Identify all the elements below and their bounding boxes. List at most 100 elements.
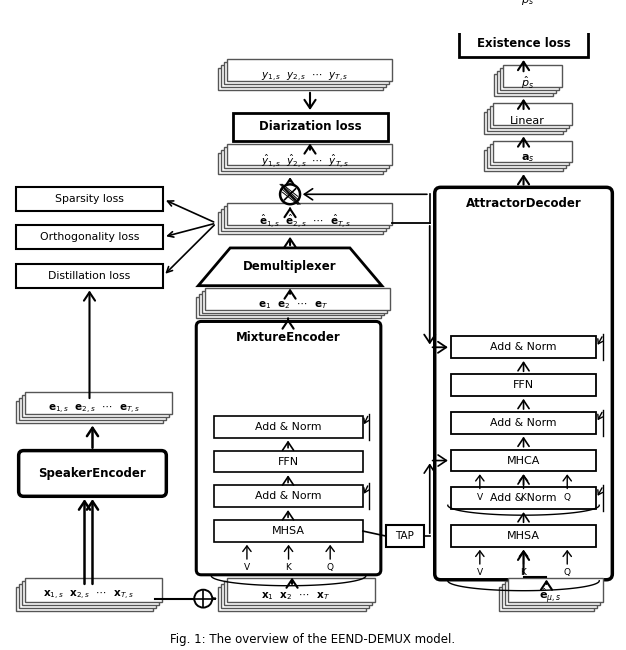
Text: MHCA: MHCA (507, 456, 540, 465)
Bar (227, 203, 392, 225)
Text: K: K (285, 564, 292, 573)
Bar (24, 392, 172, 414)
Text: Fig. 1: The overview of the EEND-DEMUX model.: Fig. 1: The overview of the EEND-DEMUX m… (170, 633, 456, 646)
Text: $\hat{p}_{s}$: $\hat{p}_{s}$ (521, 75, 534, 91)
Text: V: V (244, 564, 250, 573)
Bar (202, 291, 387, 313)
Bar (22, 580, 160, 605)
Text: $\hat{y}_{1,s}$  $\hat{y}_{2,s}$  $\cdots$  $\hat{y}_{T,s}$: $\hat{y}_{1,s}$ $\hat{y}_{2,s}$ $\cdots$… (261, 153, 349, 170)
Bar (218, 153, 383, 174)
Bar (221, 150, 386, 172)
Bar (386, 525, 424, 547)
Bar (218, 587, 366, 610)
Text: Add & Norm: Add & Norm (255, 422, 321, 432)
Bar (16, 401, 163, 423)
Text: Existence loss: Existence loss (476, 37, 570, 50)
Bar (205, 288, 390, 309)
Text: Orthogonality loss: Orthogonality loss (40, 232, 139, 242)
Text: $\mathbf{e}_{1,s}$  $\mathbf{e}_{2,s}$  $\cdots$  $\mathbf{e}_{T,s}$: $\mathbf{e}_{1,s}$ $\mathbf{e}_{2,s}$ $\… (48, 403, 141, 417)
Bar (484, 150, 563, 172)
Bar (451, 450, 597, 471)
Text: SpeakerEncoder: SpeakerEncoder (39, 467, 146, 480)
Bar (500, 0, 560, 8)
Bar (505, 580, 600, 605)
Bar (16, 187, 163, 211)
Bar (484, 112, 563, 134)
Text: MixtureEncoder: MixtureEncoder (235, 331, 341, 344)
Text: Q: Q (564, 568, 571, 577)
Bar (221, 584, 369, 608)
Text: Add & Norm: Add & Norm (490, 343, 557, 352)
Bar (214, 486, 363, 507)
Text: $\hat{\mathbf{e}}_{\mu,s}$: $\hat{\mathbf{e}}_{\mu,s}$ (539, 586, 562, 605)
Text: Q: Q (327, 564, 334, 573)
Text: $\mathbf{x}_{1}$  $\mathbf{x}_{2}$  $\cdots$  $\mathbf{x}_{T}$: $\mathbf{x}_{1}$ $\mathbf{x}_{2}$ $\cdot… (262, 590, 331, 601)
Text: AttractorDecoder: AttractorDecoder (466, 197, 582, 210)
Text: $y_{1,s}$  $y_{2,s}$  $\cdots$  $y_{T,s}$: $y_{1,s}$ $y_{2,s}$ $\cdots$ $y_{T,s}$ (261, 70, 349, 84)
Bar (501, 584, 597, 608)
Bar (459, 29, 588, 57)
Bar (24, 578, 162, 602)
FancyBboxPatch shape (434, 187, 612, 580)
Text: K: K (521, 568, 526, 577)
Text: FFN: FFN (513, 380, 534, 390)
FancyBboxPatch shape (19, 450, 167, 497)
Polygon shape (198, 248, 382, 286)
Bar (197, 296, 381, 318)
Bar (490, 106, 570, 127)
Bar (218, 212, 383, 234)
Bar (22, 395, 169, 417)
Bar (227, 144, 392, 166)
Text: $p_{s}$: $p_{s}$ (521, 0, 534, 6)
Text: $\mathbf{a}_{s}$: $\mathbf{a}_{s}$ (521, 153, 534, 164)
Text: $\hat{\mathbf{e}}_{1,s}$  $\hat{\mathbf{e}}_{2,s}$  $\cdots$  $\hat{\mathbf{e}}_: $\hat{\mathbf{e}}_{1,s}$ $\hat{\mathbf{e… (259, 213, 351, 230)
Text: MHSA: MHSA (507, 531, 540, 541)
Bar (493, 74, 553, 96)
Bar (221, 65, 386, 87)
Circle shape (280, 185, 300, 204)
Bar (498, 587, 594, 610)
Bar (227, 59, 392, 81)
Bar (16, 225, 163, 249)
Text: V: V (477, 568, 483, 577)
Text: MHSA: MHSA (272, 526, 305, 536)
Bar (227, 578, 375, 602)
Bar (451, 336, 597, 358)
Bar (486, 109, 567, 131)
Bar (503, 65, 562, 87)
Bar (224, 62, 389, 84)
Bar (451, 488, 597, 509)
Text: Sparsity loss: Sparsity loss (55, 194, 124, 204)
Bar (214, 520, 363, 542)
Text: Demultiplexer: Demultiplexer (244, 260, 337, 273)
Bar (451, 412, 597, 434)
Bar (493, 103, 572, 125)
Bar (493, 140, 572, 162)
Text: TAP: TAP (396, 531, 414, 541)
Bar (19, 398, 167, 420)
Text: $\mathbf{e}_{1}$  $\mathbf{e}_{2}$  $\cdots$  $\mathbf{e}_{T}$: $\mathbf{e}_{1}$ $\mathbf{e}_{2}$ $\cdot… (258, 300, 328, 311)
Text: Distillation loss: Distillation loss (48, 271, 131, 281)
Bar (496, 0, 557, 10)
Bar (490, 144, 570, 166)
Text: $\mathbf{x}_{1,s}$  $\mathbf{x}_{2,s}$  $\cdots$  $\mathbf{x}_{T,s}$: $\mathbf{x}_{1,s}$ $\mathbf{x}_{2,s}$ $\… (43, 589, 134, 602)
Bar (500, 68, 560, 90)
Bar (214, 450, 363, 473)
Bar (486, 147, 567, 168)
Bar (16, 587, 153, 610)
Bar (451, 374, 597, 396)
Bar (503, 0, 562, 5)
Bar (224, 206, 389, 228)
Bar (224, 580, 372, 605)
Text: Add & Norm: Add & Norm (255, 491, 321, 501)
Bar (16, 264, 163, 288)
Bar (214, 416, 363, 437)
Text: FFN: FFN (277, 456, 299, 467)
Text: K: K (521, 493, 526, 502)
Bar (19, 584, 156, 608)
Text: Q: Q (564, 493, 571, 502)
Circle shape (194, 590, 212, 608)
Bar (221, 209, 386, 231)
Bar (199, 294, 384, 315)
Text: Diarization loss: Diarization loss (259, 120, 361, 133)
